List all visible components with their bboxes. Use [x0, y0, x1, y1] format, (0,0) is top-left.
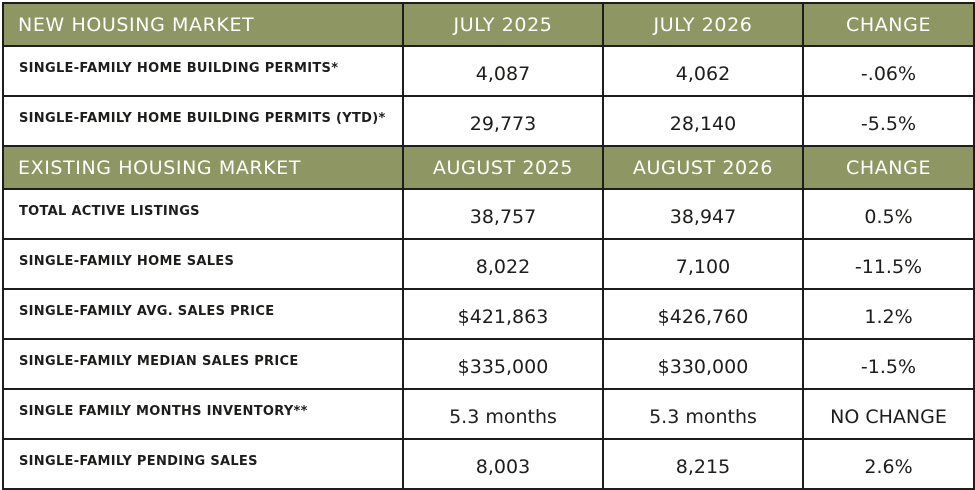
row-value: $330,000 [602, 338, 804, 390]
column-header: CHANGE [802, 145, 975, 190]
row-change: -5.5% [802, 95, 975, 147]
row-change: -.06% [802, 45, 975, 97]
table-row: SINGLE-FAMILY AVG. SALES PRICE $421,863 … [2, 288, 975, 340]
row-value: 38,947 [602, 188, 804, 240]
table-row: SINGLE-FAMILY HOME SALES 8,022 7,100 -11… [2, 238, 975, 290]
table-row: SINGLE-FAMILY PENDING SALES 8,003 8,215 … [2, 438, 975, 490]
row-label: SINGLE FAMILY MONTHS INVENTORY** [2, 388, 404, 440]
table-row: SINGLE FAMILY MONTHS INVENTORY** 5.3 mon… [2, 388, 975, 440]
row-value: 8,003 [402, 438, 604, 490]
column-header: JULY 2026 [602, 2, 804, 47]
existing-housing-header-row: EXISTING HOUSING MARKET AUGUST 2025 AUGU… [2, 145, 975, 190]
row-value: 5.3 months [402, 388, 604, 440]
table-row: TOTAL ACTIVE LISTINGS 38,757 38,947 0.5% [2, 188, 975, 240]
row-label: SINGLE-FAMILY PENDING SALES [2, 438, 404, 490]
row-label: SINGLE-FAMILY HOME BUILDING PERMITS (YTD… [2, 95, 404, 147]
row-label: SINGLE-FAMILY AVG. SALES PRICE [2, 288, 404, 340]
row-label: SINGLE-FAMILY MEDIAN SALES PRICE [2, 338, 404, 390]
row-change: -1.5% [802, 338, 975, 390]
row-value: 8,215 [602, 438, 804, 490]
row-label: SINGLE-FAMILY HOME SALES [2, 238, 404, 290]
row-value: 28,140 [602, 95, 804, 147]
row-value: $426,760 [602, 288, 804, 340]
row-value: 29,773 [402, 95, 604, 147]
row-label: SINGLE-FAMILY HOME BUILDING PERMITS* [2, 45, 404, 97]
row-change: NO CHANGE [802, 388, 975, 440]
column-header: AUGUST 2026 [602, 145, 804, 190]
row-value: 4,087 [402, 45, 604, 97]
new-housing-header-row: NEW HOUSING MARKET JULY 2025 JULY 2026 C… [2, 2, 975, 47]
row-value: 5.3 months [602, 388, 804, 440]
column-header: CHANGE [802, 2, 975, 47]
row-value: 7,100 [602, 238, 804, 290]
row-value: 4,062 [602, 45, 804, 97]
column-header: AUGUST 2025 [402, 145, 604, 190]
table-row: SINGLE-FAMILY HOME BUILDING PERMITS* 4,0… [2, 45, 975, 97]
row-value: $335,000 [402, 338, 604, 390]
table-row: SINGLE-FAMILY MEDIAN SALES PRICE $335,00… [2, 338, 975, 390]
section-title: NEW HOUSING MARKET [2, 2, 404, 47]
row-value: 8,022 [402, 238, 604, 290]
table-row: SINGLE-FAMILY HOME BUILDING PERMITS (YTD… [2, 95, 975, 147]
section-title: EXISTING HOUSING MARKET [2, 145, 404, 190]
row-change: 1.2% [802, 288, 975, 340]
row-change: 2.6% [802, 438, 975, 490]
row-label: TOTAL ACTIVE LISTINGS [2, 188, 404, 240]
column-header: JULY 2025 [402, 2, 604, 47]
row-change: -11.5% [802, 238, 975, 290]
row-value: $421,863 [402, 288, 604, 340]
row-change: 0.5% [802, 188, 975, 240]
row-value: 38,757 [402, 188, 604, 240]
